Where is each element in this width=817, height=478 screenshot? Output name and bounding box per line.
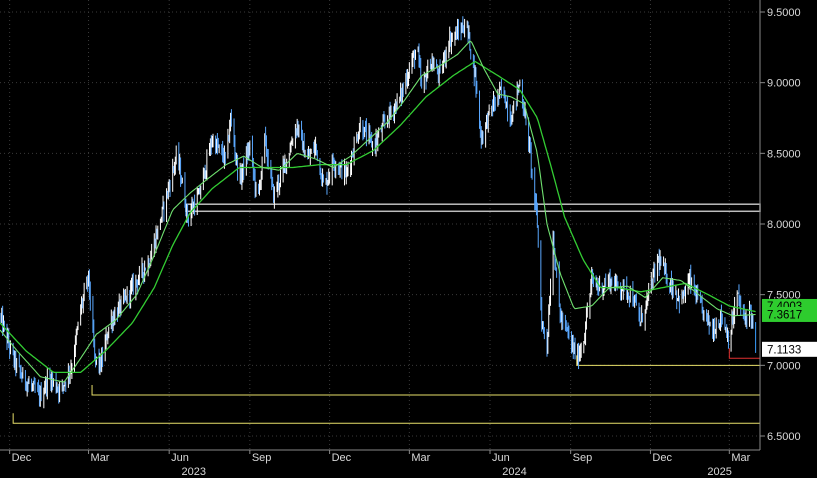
y-tick-label: 9.5000 bbox=[767, 7, 801, 19]
support-line bbox=[12, 413, 760, 424]
x-year-label: 2023 bbox=[181, 466, 205, 478]
y-tick-label: 8.5000 bbox=[767, 148, 801, 160]
current-price-badge: 7.1133 bbox=[762, 341, 817, 357]
y-tick-label: 9.0000 bbox=[767, 78, 801, 90]
y-tick-label: 8.0000 bbox=[767, 219, 801, 231]
y-tick-label: 7.0000 bbox=[767, 360, 801, 372]
support-line bbox=[728, 348, 760, 359]
price-badges: 7.4003 7.3617 7.1133 bbox=[762, 298, 817, 357]
current-price-value: 7.1133 bbox=[767, 344, 801, 356]
y-axis-ticks: 9.5000 9.0000 8.5000 8.0000 7.5000 7.0000 6.50… bbox=[760, 7, 801, 443]
x-tick-label: Sep bbox=[573, 452, 593, 464]
support-band-rect bbox=[185, 203, 761, 213]
x-tick-label: Jun bbox=[171, 452, 189, 464]
support-line bbox=[91, 385, 760, 396]
slow-moving-average-line bbox=[0, 60, 756, 374]
support-line bbox=[576, 355, 760, 366]
x-tick-label: Mar bbox=[731, 452, 750, 464]
candles bbox=[0, 16, 757, 409]
ma-badge: 7.3617 bbox=[762, 306, 817, 322]
y-tick-label: 7.5000 bbox=[767, 290, 801, 302]
x-year-label: 2024 bbox=[502, 466, 526, 478]
moving-averages bbox=[0, 40, 756, 383]
x-tick-label: Sep bbox=[252, 452, 272, 464]
x-tick-label: Dec bbox=[12, 452, 32, 464]
x-tick-label: Jun bbox=[492, 452, 510, 464]
x-tick-label: Dec bbox=[332, 452, 352, 464]
x-tick-label: Dec bbox=[652, 452, 672, 464]
x-tick-label: Mar bbox=[91, 452, 110, 464]
y-tick-label: 6.5000 bbox=[767, 431, 801, 443]
ma-value: 7.3617 bbox=[767, 309, 802, 321]
x-axis-ticks: Dec Mar Jun Sep Dec Mar Jun Sep Dec Mar 2023 2024 20… bbox=[9, 450, 751, 478]
support-lines bbox=[12, 348, 760, 424]
x-year-label: 2025 bbox=[707, 466, 731, 478]
support-band bbox=[185, 203, 761, 213]
fast-moving-average-line bbox=[0, 40, 756, 383]
grid bbox=[0, 0, 760, 450]
x-tick-label: Mar bbox=[411, 452, 430, 464]
